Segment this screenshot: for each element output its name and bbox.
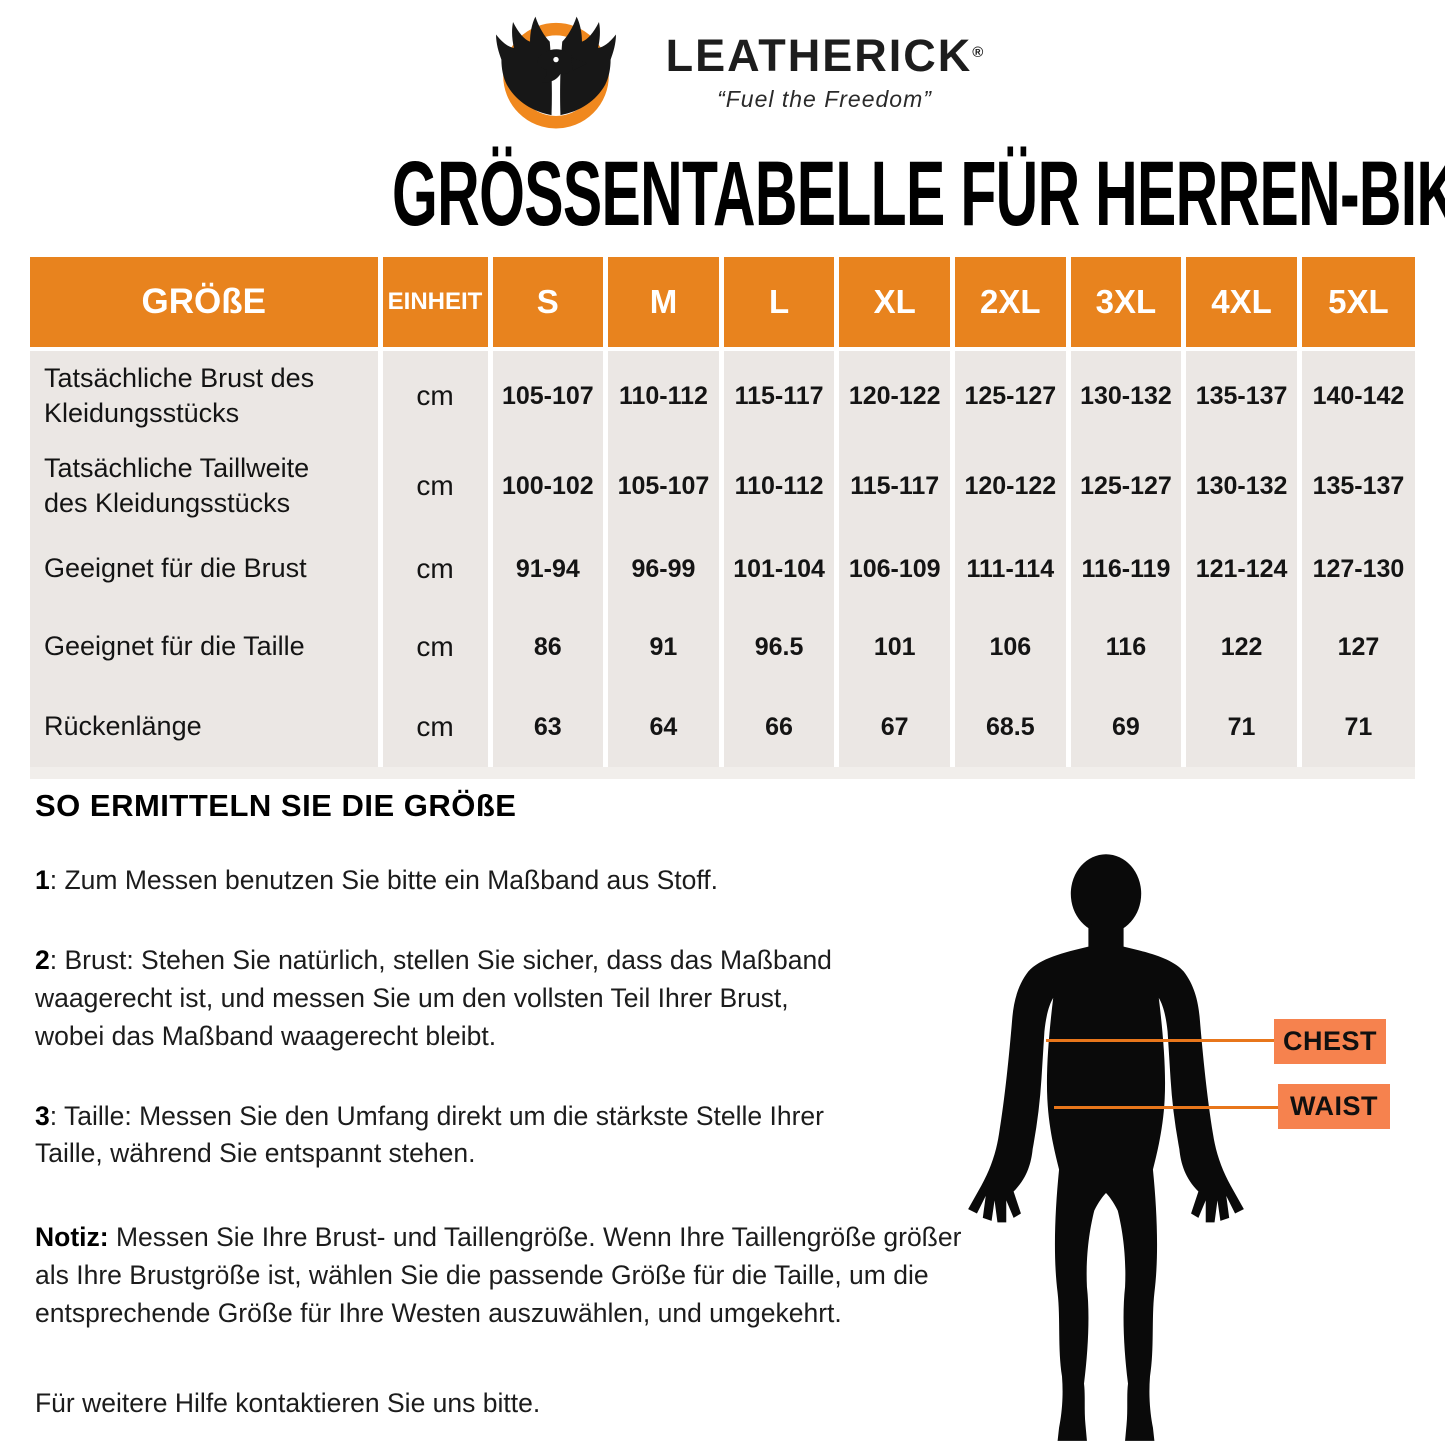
measurement-figure: CHEST WAIST (950, 853, 1445, 1445)
value-cell: 69 (1065, 687, 1184, 773)
value-cell: 101 (834, 607, 953, 687)
table-row: Rückenlänge cm 63 64 66 67 68.5 69 71 71 (30, 687, 1415, 773)
unit-cell: cm (377, 531, 490, 607)
value-cell: 122 (1181, 607, 1300, 687)
value-cell: 127 (1296, 607, 1415, 687)
howto-body: 1: Zum Messen benutzen Sie bitte ein Maß… (35, 862, 1075, 1445)
size-table-header: GRÖßE EINHEIT S M L XL 2XL 3XL 4XL 5XL (30, 257, 1415, 351)
value-cell: 115-117 (834, 441, 953, 531)
value-cell: 140-142 (1296, 349, 1415, 441)
value-cell: 67 (834, 687, 953, 773)
header-size-3xl: 3XL (1065, 257, 1184, 351)
chest-measure-line (1046, 1039, 1276, 1042)
value-cell: 120-122 (834, 349, 953, 441)
header-size-4xl: 4XL (1181, 257, 1300, 351)
row-label: Geeignet für die Taille (30, 607, 380, 687)
registered-mark: ® (972, 44, 984, 61)
howto-step-2: 2: Brust: Stehen Sie natürlich, stellen … (35, 944, 832, 1051)
header-size-m: M (603, 257, 722, 351)
row-label: Rückenlänge (30, 687, 380, 773)
row-label: Tatsächliche Brust des Kleidungsstücks (30, 349, 380, 441)
chest-label: CHEST (1274, 1019, 1386, 1064)
contact-hint: Für weitere Hilfe kontaktieren Sie uns b… (35, 1388, 541, 1419)
value-cell: 63 (487, 687, 606, 773)
header-groesse: GRÖßE (30, 257, 380, 351)
unit-cell: cm (377, 687, 490, 773)
value-cell: 110-112 (603, 349, 722, 441)
value-cell: 120-122 (950, 441, 1069, 531)
leatherick-eagle-logo-icon (495, 16, 616, 129)
howto-note: Notiz: Messen Sie Ihre Brust- und Taille… (35, 1222, 962, 1329)
size-table: GRÖßE EINHEIT S M L XL 2XL 3XL 4XL 5XL T… (30, 257, 1415, 779)
waist-measure-line (1054, 1106, 1280, 1109)
unit-cell: cm (377, 441, 490, 531)
value-cell: 105-107 (487, 349, 606, 441)
howto-step-1: 1: Zum Messen benutzen Sie bitte ein Maß… (35, 865, 719, 895)
value-cell: 96.5 (718, 607, 837, 687)
value-cell: 130-132 (1181, 441, 1300, 531)
value-cell: 116 (1065, 607, 1184, 687)
value-cell: 130-132 (1065, 349, 1184, 441)
value-cell: 66 (718, 687, 837, 773)
howto-heading: SO ERMITTELN SIE DIE GRÖßE (35, 788, 517, 823)
value-cell: 105-107 (603, 441, 722, 531)
value-cell: 91 (603, 607, 722, 687)
header-size-xl: XL (834, 257, 953, 351)
value-cell: 106-109 (834, 531, 953, 607)
value-cell: 71 (1296, 687, 1415, 773)
brand-tagline: “Fuel the Freedom” (717, 86, 932, 112)
value-cell: 116-119 (1065, 531, 1184, 607)
page-title: GRÖSSENTABELLE FÜR HERREN-BIKERWESTEN (392, 143, 1445, 245)
value-cell: 115-117 (718, 349, 837, 441)
value-cell: 135-137 (1181, 349, 1300, 441)
brand-name: LEATHERICK® (665, 30, 984, 81)
waist-label: WAIST (1278, 1084, 1390, 1129)
table-row: Geeignet für die Brust cm 91-94 96-99 10… (30, 531, 1415, 607)
step-number: 2 (35, 944, 50, 975)
header-einheit: EINHEIT (377, 257, 490, 351)
value-cell: 111-114 (950, 531, 1069, 607)
howto-step-3: 3: Taille: Messen Sie den Umfang direkt … (35, 1100, 824, 1169)
value-cell: 121-124 (1181, 531, 1300, 607)
value-cell: 100-102 (487, 441, 606, 531)
table-row: Tatsächliche Taillweite des Kleidungsstü… (30, 441, 1415, 531)
header-size-l: L (718, 257, 837, 351)
header-size-5xl: 5XL (1296, 257, 1415, 351)
note-label: Notiz: (35, 1222, 109, 1253)
value-cell: 91-94 (487, 531, 606, 607)
value-cell: 68.5 (950, 687, 1069, 773)
step-number: 3 (35, 1100, 50, 1131)
body-silhouette (968, 854, 1244, 1441)
brand-header: LEATHERICK® “Fuel the Freedom” (0, 4, 1445, 142)
brand-text-block: LEATHERICK® “Fuel the Freedom” (666, 33, 984, 113)
header-size-2xl: 2XL (950, 257, 1069, 351)
unit-cell: cm (377, 349, 490, 441)
row-label: Tatsächliche Taillweite des Kleidungsstü… (30, 441, 380, 531)
value-cell: 106 (950, 607, 1069, 687)
value-cell: 86 (487, 607, 606, 687)
step-number: 1 (35, 865, 50, 895)
unit-cell: cm (377, 607, 490, 687)
value-cell: 125-127 (950, 349, 1069, 441)
table-row: Geeignet für die Taille cm 86 91 96.5 10… (30, 607, 1415, 687)
value-cell: 127-130 (1296, 531, 1415, 607)
value-cell: 64 (603, 687, 722, 773)
value-cell: 71 (1181, 687, 1300, 773)
value-cell: 96-99 (603, 531, 722, 607)
header-size-s: S (487, 257, 606, 351)
value-cell: 110-112 (718, 441, 837, 531)
value-cell: 125-127 (1065, 441, 1184, 531)
value-cell: 101-104 (718, 531, 837, 607)
table-row: Tatsächliche Brust des Kleidungsstücks c… (30, 349, 1415, 441)
row-label: Geeignet für die Brust (30, 531, 380, 607)
value-cell: 135-137 (1296, 441, 1415, 531)
